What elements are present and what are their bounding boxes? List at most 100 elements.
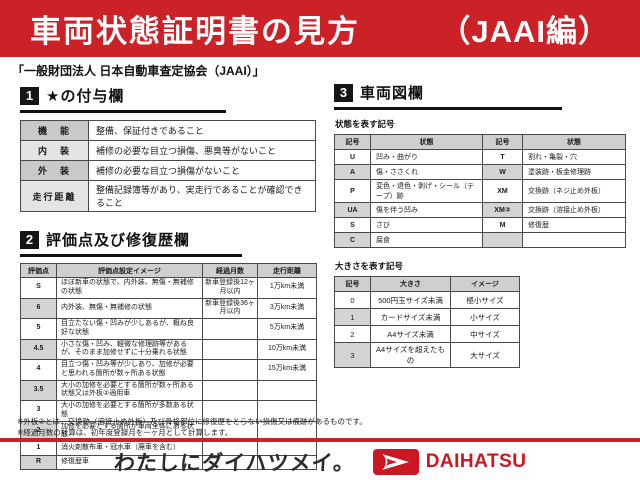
footnote-line: ※外板②とは、交換跡（溶接止め外板）及び骨格部位に修復歴をとらない損傷又は痕跡が… [17,417,367,426]
table-row: 外 装 補修の必要な目立つ損傷がないこと [20,160,316,181]
eval-desc: 小さな傷・凹み、軽微な修理跡等があるが、そのまま加修せずに十分乗れる状態 [56,338,203,360]
symbol-desc [522,232,626,248]
table-row: S ほぼ新車の状態で、内外装、無傷・無補修の状態 新車登録後12ヶ月以内 1万k… [20,277,317,299]
criterion-desc: 整備、保証付きであること [88,120,316,141]
criterion-label: 内 装 [20,140,89,161]
eval-months [202,338,258,360]
symbol-desc: 凹み・曲がり [370,149,483,165]
footer: わたしにダイハツメイ。 DAIHATSU [0,444,640,480]
eval-score: 5 [20,318,57,340]
symbol-code: W [482,164,523,180]
symbol-code: XM [482,179,523,203]
table-row: 4.5 小さな傷・凹み、軽微な修理跡等があるが、そのまま加修せずに十分乗れる状態… [20,338,317,360]
symbol-desc: 腐食 [370,232,483,248]
section-title: 車両図欄 [360,85,425,102]
table-row: R 修復歴車 [20,455,317,470]
size-desc: A4サイズ未満 [370,325,451,343]
symbol-code: M [482,217,523,233]
eval-score: 2 [20,420,57,442]
eval-months [202,318,258,340]
size-code: 1 [334,308,371,326]
eval-mileage [257,455,317,470]
symbol-desc: 交換跡（ネジ止め外板） [522,179,626,203]
state-symbols-label: 状態を表す記号 [335,119,395,129]
eval-desc: ほぼ新車の状態で、内外装、無傷・無補修の状態 [56,277,203,299]
symbol-desc: 塗装跡・板金修理跡 [522,164,626,180]
symbol-desc: 変色・退色・剥げ・シール（テープ）跡 [370,179,483,203]
criterion-desc: 整備記録簿等があり、実走行であることが確認できること [88,180,316,212]
slogan-text: わたしにダイハツメイ。 [112,452,356,475]
size-code: 3 [334,342,371,368]
table-row: 内 装 補修の必要な目立つ損傷、悪臭等がないこと [20,140,316,161]
size-image: 中サイズ [450,325,520,343]
size-code: 2 [334,325,371,343]
evaluation-table: 評価点 評価点設定イメージ 経過月数 走行距離 S ほぼ新車の状態で、内外装、無… [20,263,317,470]
size-symbols-label: 大きさを表す記号 [335,261,404,271]
table-row: 3 A4サイズを超えたもの 大サイズ [334,342,520,368]
eval-months [202,359,258,381]
section-title: ★の付与欄 [46,88,125,105]
eval-desc: 目立つ傷・凹み等が少しあり、加修が必要と思われる箇所が数ヶ所ある状態 [56,359,203,381]
section-number-badge: 3 [334,83,353,102]
symbol-code: U [334,149,371,165]
criterion-label: 機 能 [20,120,89,141]
daihatsu-d-mark-icon [372,449,419,475]
size-image: 小サイズ [450,308,520,326]
footer-divider [0,438,640,442]
state-symbols-table: 記号 状態 記号 状態 U 凹み・曲がり T 割れ・亀裂・穴 A 傷・ささくれ … [334,134,626,248]
column-header: イメージ [450,276,520,292]
size-desc: カードサイズ未満 [370,308,451,326]
table-row: P 変色・退色・剥げ・シール（テープ）跡 XM 交換跡（ネジ止め外板） [334,179,626,203]
column-header: 記号 [334,134,371,150]
section-diagram-header: 3 車両図欄 [334,82,562,110]
eval-mileage: 3万km未満 [257,297,317,319]
eval-mileage: 5万km未満 [257,318,317,340]
column-header: 状態 [370,134,483,150]
table-header-row: 記号 状態 記号 状態 [334,134,626,150]
table-row: A 傷・ささくれ W 塗装跡・板金修理跡 [334,164,626,180]
size-code: 0 [334,291,371,309]
eval-mileage: 15万km未満 [257,359,317,381]
size-image: 極小サイズ [450,291,520,309]
column-header: 記号 [482,134,523,150]
criterion-label: 走行距離 [20,180,89,212]
footnote-line: ※経過月数の計算は、初年度登録月を一ヶ月として計算します。 [17,427,233,437]
symbol-code: T [482,149,523,165]
table-row: 3.5 大小の加修を必要とする箇所が数ヶ所ある状態又は外板②適用車 [20,379,317,401]
symbol-code: C [334,232,371,248]
section-number-badge: 2 [20,230,39,249]
table-row: 走行距離 整備記録簿等があり、実走行であることが確認できること [20,180,316,212]
eval-score: 3.5 [20,379,57,401]
eval-score: 4.5 [20,338,57,360]
table-row: 6 内外装、無傷・無補修の状態 新車登録後36ヶ月以内 3万km未満 [20,297,317,319]
size-symbols-table: 記号 大きさ イメージ 0 500円玉サイズ未満 極小サイズ 1 カードサイズ未… [334,276,520,368]
eval-desc: 目立たない傷・凹みが少しあるが、概ね良好な状態 [56,318,203,340]
column-header: 評価点設定イメージ [56,263,203,278]
column-header: 経過月数 [202,263,258,278]
table-row: 0 500円玉サイズ未満 極小サイズ [334,291,520,309]
column-header: 記号 [334,276,371,292]
table-row: 1 カードサイズ未満 小サイズ [334,308,520,326]
symbol-code: UA [334,202,371,218]
star-criteria-table: 機 能 整備、保証付きであること 内 装 補修の必要な目立つ損傷、悪臭等がないこ… [20,120,316,212]
eval-desc: 内外装、無傷・無補修の状態 [56,297,203,319]
symbol-code: XM② [482,202,523,218]
table-header-row: 評価点 評価点設定イメージ 経過月数 走行距離 [20,263,317,278]
section-number-badge: 1 [20,86,39,105]
symbol-desc: 割れ・亀裂・穴 [522,149,626,165]
symbol-desc: 傷を伴う凹み [370,202,483,218]
eval-score: R [20,455,57,470]
daihatsu-logo: DAIHATSU [372,449,527,475]
eval-mileage: 10万km未満 [257,338,317,360]
size-image: 大サイズ [450,342,520,368]
eval-desc: 大小の加修を必要とする箇所が数ヶ所ある状態又は外板②適用車 [56,379,203,401]
eval-months: 新車登録後36ヶ月以内 [202,297,258,319]
page-title-edition: （JAAI編） [439,14,610,49]
eval-months: 新車登録後12ヶ月以内 [202,277,258,299]
symbol-desc: さび [370,217,483,233]
table-row: 機 能 整備、保証付きであること [20,120,316,141]
symbol-desc: 交換跡（溶接止め外板） [522,202,626,218]
eval-score: 4 [20,359,57,381]
table-row: 2 加修を必要とする箇所が車両全体にある状態 [20,420,317,442]
column-header: 状態 [522,134,626,150]
